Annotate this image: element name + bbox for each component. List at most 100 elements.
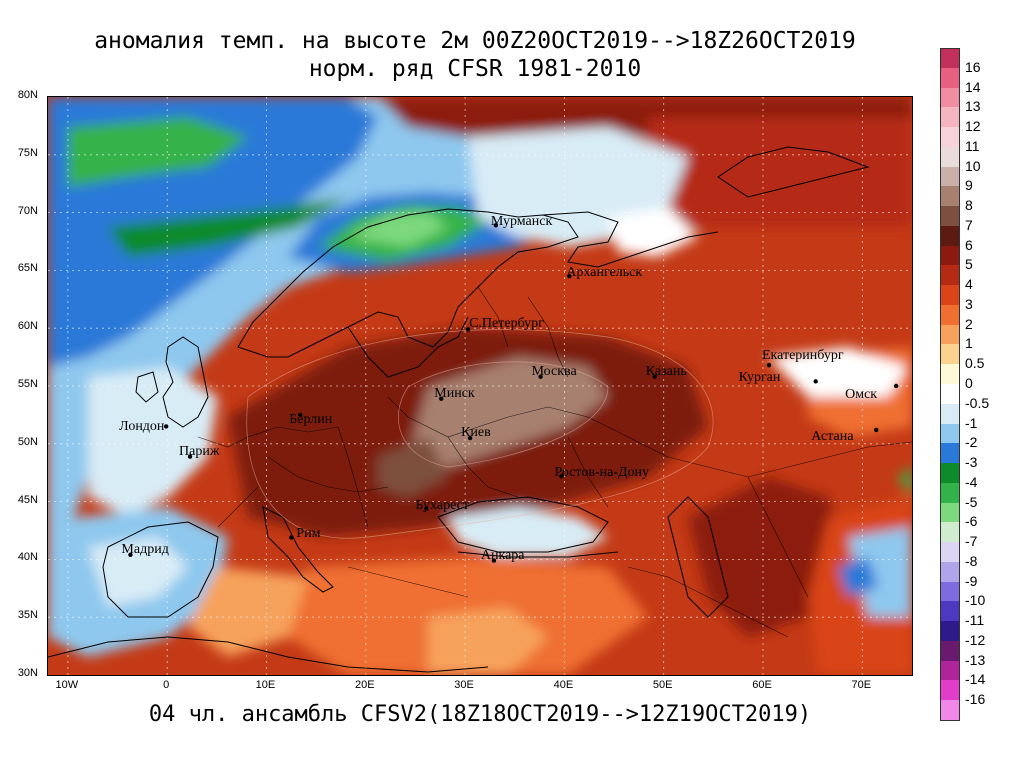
colorbar-label: -11 bbox=[965, 612, 985, 629]
city-label: Екатеринбург bbox=[761, 348, 844, 364]
lat-tick-label: 30N bbox=[17, 667, 38, 679]
city-dot bbox=[289, 535, 294, 540]
city-label: Астана bbox=[811, 428, 854, 444]
colorbar-label: 11 bbox=[965, 137, 980, 154]
city-label: Минск bbox=[434, 385, 475, 401]
city-label: Берлин bbox=[289, 411, 333, 427]
lon-tick-label: 40E bbox=[553, 679, 574, 691]
colorbar-swatch bbox=[940, 482, 960, 504]
city-label: Омск bbox=[845, 387, 878, 402]
colorbar-label: -7 bbox=[965, 533, 978, 550]
city-dot bbox=[538, 374, 543, 379]
colorbar-label: 5 bbox=[965, 256, 973, 273]
city-dot bbox=[465, 327, 471, 332]
city-dot bbox=[128, 552, 133, 557]
colorbar-label: -0.5 bbox=[965, 394, 990, 411]
colorbar-swatch bbox=[940, 186, 960, 208]
colorbar-swatch bbox=[940, 364, 960, 385]
map-subtitle: норм. ряд CFSR 1981-2010 bbox=[308, 56, 642, 82]
colorbar-label: 0.5 bbox=[965, 355, 985, 372]
lat-tick-label: 75N bbox=[17, 146, 38, 159]
city-label: Киев bbox=[461, 425, 491, 441]
colorbar-swatch bbox=[940, 324, 960, 346]
colorbar-swatch bbox=[940, 225, 960, 247]
lon-tick-label: 20E bbox=[354, 679, 375, 691]
colorbar-label: 12 bbox=[965, 118, 981, 135]
city-dot bbox=[559, 473, 564, 479]
map-canvas bbox=[48, 97, 912, 675]
colorbar-label: -16 bbox=[965, 691, 986, 708]
city-label: Курган bbox=[738, 370, 781, 386]
colorbar-label: 13 bbox=[965, 98, 981, 115]
city-dot bbox=[439, 396, 444, 401]
city-dot bbox=[187, 454, 193, 459]
coastlines bbox=[48, 146, 870, 673]
colorbar-swatch bbox=[940, 522, 960, 544]
city-label: Лондон bbox=[119, 419, 165, 435]
colorbar-label: -9 bbox=[965, 572, 978, 589]
colorbar-label: -4 bbox=[965, 473, 978, 490]
lon-tick-label: 60E bbox=[752, 679, 772, 691]
colorbar-label: 8 bbox=[965, 197, 973, 214]
city-dot bbox=[493, 223, 499, 228]
colorbar-swatch bbox=[940, 245, 960, 267]
city-label: Бухарест bbox=[415, 497, 469, 513]
colorbar-label: 1 bbox=[965, 335, 973, 352]
colorbar-label: 7 bbox=[965, 216, 973, 233]
colorbar-swatch bbox=[940, 640, 960, 662]
colorbar-label: -2 bbox=[965, 434, 978, 451]
colorbar-swatch bbox=[940, 423, 960, 445]
lat-tick-label: 65N bbox=[17, 262, 38, 275]
colorbar-label: 10 bbox=[965, 157, 981, 174]
city-label: Рим bbox=[296, 526, 321, 542]
city-label: Мадрид bbox=[121, 541, 169, 557]
colorbar-label: -3 bbox=[965, 454, 978, 471]
city-dot bbox=[491, 558, 497, 563]
city-dot bbox=[163, 424, 169, 429]
colorbar-swatch bbox=[940, 581, 960, 603]
colorbar-swatch bbox=[940, 344, 960, 366]
colorbar-swatch bbox=[940, 146, 960, 168]
city-markers bbox=[128, 223, 899, 563]
colorbar-swatch bbox=[940, 403, 960, 425]
colorbar-label: -8 bbox=[965, 552, 978, 569]
colorbar-label: -13 bbox=[965, 651, 986, 668]
lon-tick-label: 50E bbox=[652, 679, 673, 691]
city-label: Архангельск bbox=[566, 265, 643, 281]
city-dot bbox=[893, 383, 899, 389]
lon-tick-label: 10W bbox=[55, 679, 79, 691]
colorbar-label: 9 bbox=[965, 177, 973, 194]
city-label: Казань bbox=[645, 363, 687, 379]
colorbar-label: -6 bbox=[965, 513, 978, 530]
colorbar-swatch bbox=[940, 127, 960, 148]
colorbar-swatch bbox=[940, 166, 960, 188]
colorbar-swatch bbox=[940, 48, 960, 70]
city-dot bbox=[567, 273, 572, 279]
city-dot bbox=[813, 379, 818, 384]
colorbar-swatch bbox=[940, 285, 960, 306]
colorbar-swatch bbox=[940, 561, 960, 583]
colorbar-swatch bbox=[940, 206, 960, 227]
city-label: Анкара bbox=[480, 547, 525, 563]
city-dot bbox=[298, 412, 303, 418]
lat-tick-label: 35N bbox=[17, 609, 38, 622]
ensemble-footer: 04 чл. ансамбль CFSV2(18Z18OCT2019-->12Z… bbox=[148, 702, 812, 727]
colorbar-label: 3 bbox=[965, 295, 973, 312]
colorbar-swatch bbox=[940, 502, 960, 524]
colorbar-swatch bbox=[940, 601, 960, 623]
city-label: Ростов-на-Дону bbox=[554, 465, 650, 481]
lat-tick-label: 60N bbox=[17, 320, 38, 333]
lon-tick-label: 30E bbox=[454, 679, 474, 691]
colorbar-label: -14 bbox=[965, 671, 986, 688]
city-label: Мурманск bbox=[490, 214, 553, 230]
colorbar-swatch bbox=[940, 542, 960, 563]
colorbar-label: -5 bbox=[965, 493, 978, 510]
colorbar-swatch bbox=[940, 621, 960, 642]
colorbar-swatch bbox=[940, 87, 960, 109]
city-label: С.Петербург bbox=[469, 316, 544, 332]
colorbar-label: 6 bbox=[965, 236, 973, 253]
colorbar-label: 0 bbox=[965, 375, 973, 391]
colorbar-swatch bbox=[940, 443, 960, 465]
colorbar-swatch bbox=[940, 660, 960, 682]
lat-tick-label: 55N bbox=[17, 378, 38, 390]
